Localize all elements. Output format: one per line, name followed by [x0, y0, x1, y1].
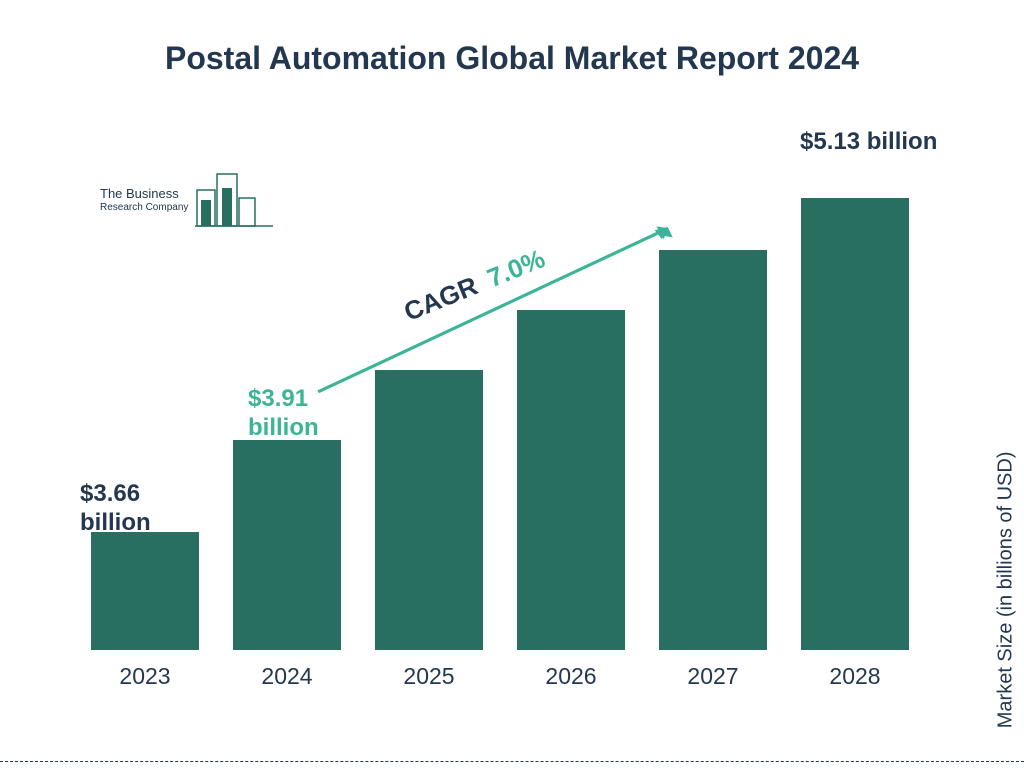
x-label: 2023: [85, 663, 205, 690]
value-label-2028: $5.13 billion: [800, 128, 980, 157]
y-axis-label: Market Size (in billions of USD): [995, 452, 1018, 729]
x-label: 2025: [369, 663, 489, 690]
bar-2025: [369, 370, 489, 650]
x-label: 2026: [511, 663, 631, 690]
cagr-arrow-icon: [300, 210, 700, 410]
x-label: 2024: [227, 663, 347, 690]
chart-title: Postal Automation Global Market Report 2…: [62, 38, 962, 80]
value-label-2023: $3.66 billion: [80, 480, 190, 538]
x-label: 2028: [795, 663, 915, 690]
bar-2023: [85, 532, 205, 650]
bottom-divider: [0, 761, 1024, 762]
bar-2028: [795, 198, 915, 650]
x-label: 2027: [653, 663, 773, 690]
x-axis-labels: 2023 2024 2025 2026 2027 2028: [85, 663, 915, 690]
bar-2024: [227, 440, 347, 650]
